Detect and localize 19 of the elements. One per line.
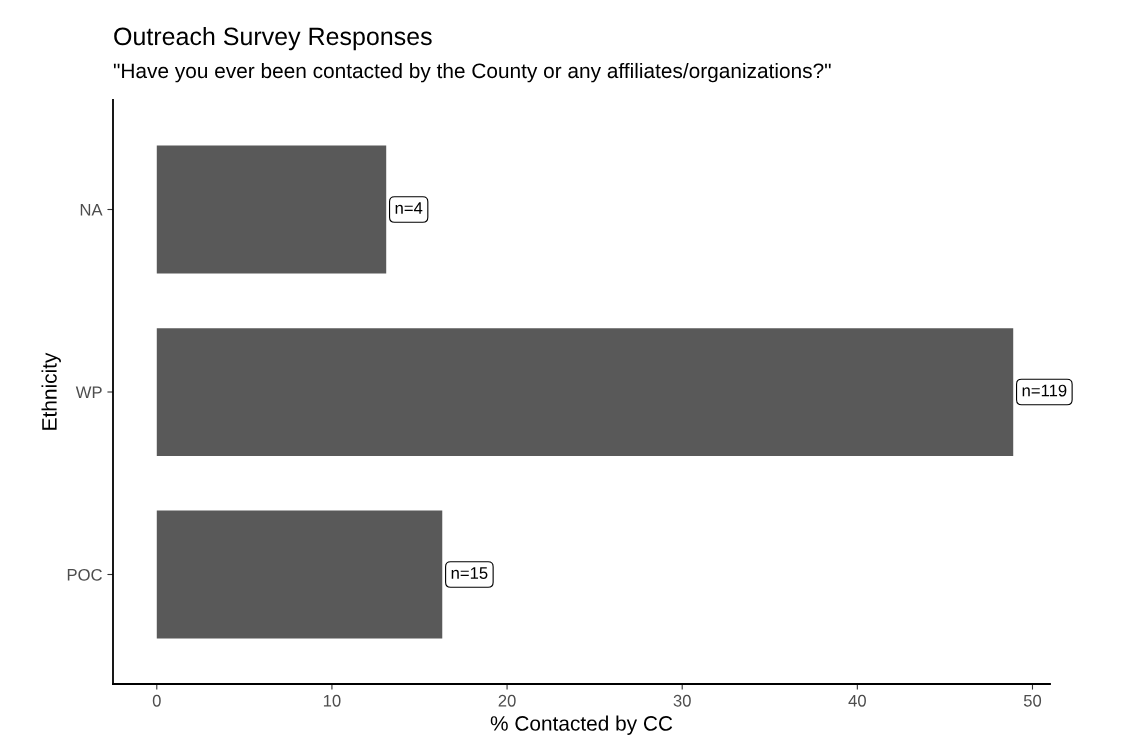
annotation: n=119 [1022,384,1067,397]
x-tick-label: 20 [498,694,516,707]
x-axis-title: % Contacted by CC [490,715,673,735]
annotation: n=15 [451,567,488,579]
chart-subtitle: "Have you ever been contacted by the County or any affiliates/organizations?" [113,62,831,83]
x-tick-label: 10 [323,694,341,707]
x-tick-label: 30 [673,694,691,707]
y-tick-label: NA [80,204,103,216]
x-tick-label: 0 [152,694,161,707]
bar [156,328,1014,456]
annotation: n=4 [395,202,423,214]
y-tick-label: POC [67,568,102,581]
y-axis-title: Ethnicity [41,352,61,430]
bar [156,510,443,639]
chart-title: Outreach Survey Responses [114,26,432,51]
x-tick-label: 40 [848,694,866,707]
y-tick-label: WP [75,386,102,399]
x-tick-label: 50 [1023,694,1042,707]
bar [156,145,387,274]
